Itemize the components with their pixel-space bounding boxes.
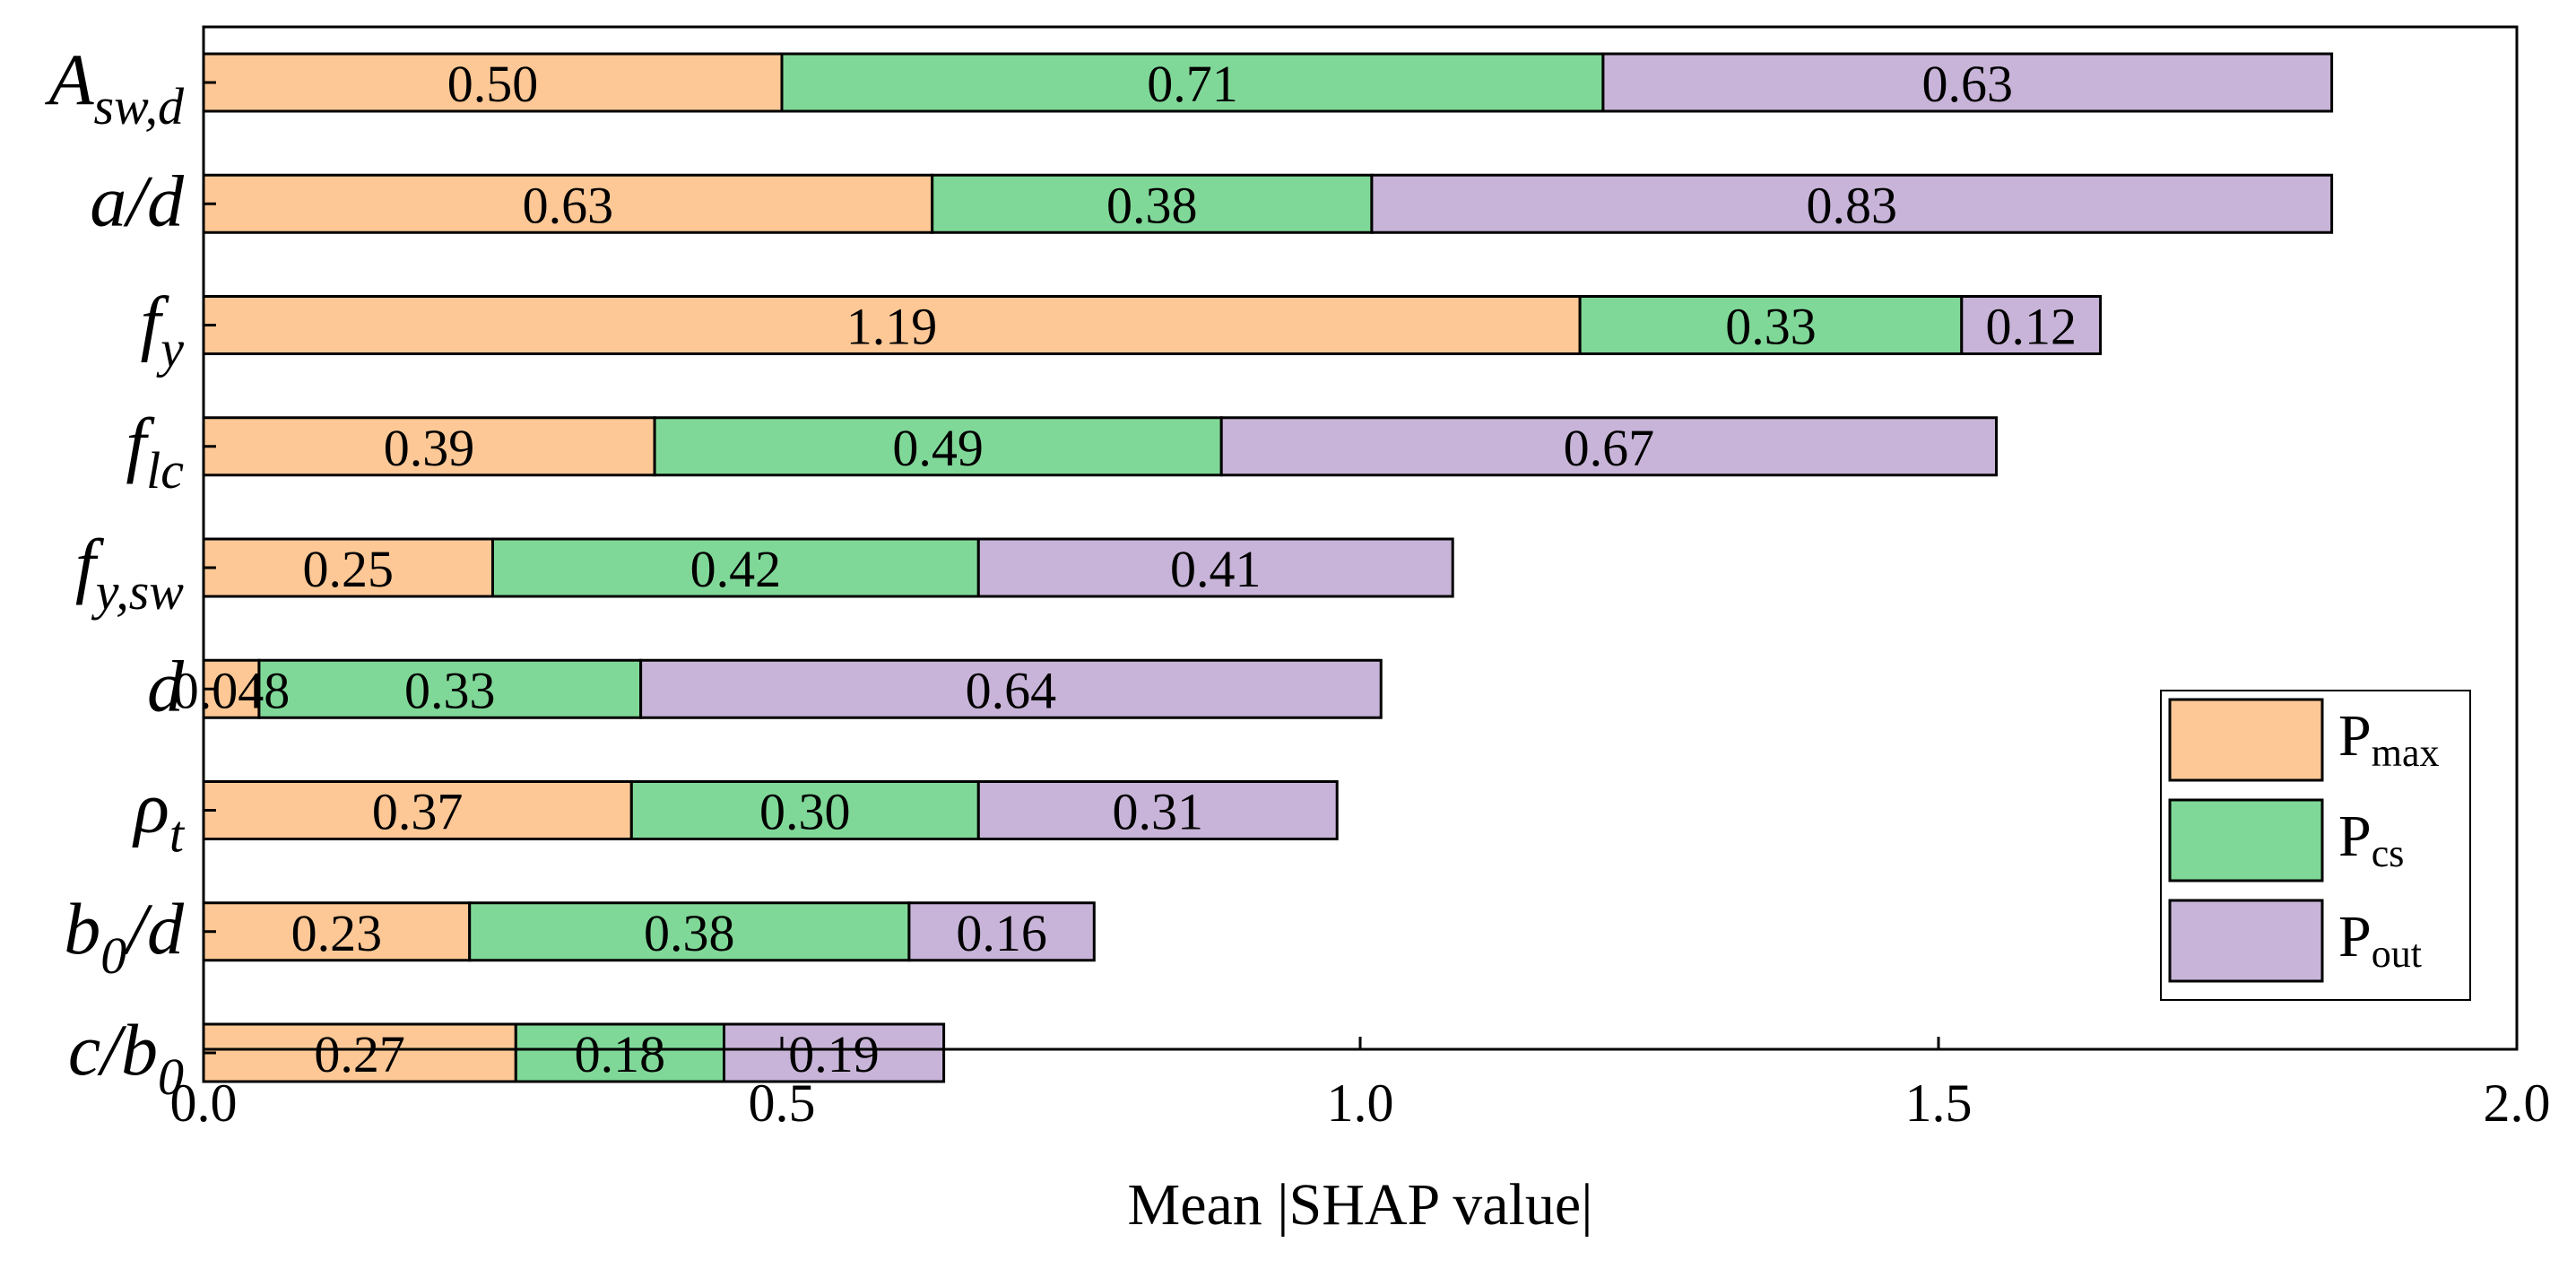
bar-label-a_d-pmax: 0.63 bbox=[523, 176, 614, 234]
y-label-base: b bbox=[64, 888, 100, 969]
legend-label-subscript: max bbox=[2372, 731, 2440, 775]
bar-label-d-pcs: 0.33 bbox=[404, 661, 496, 719]
bar-b0_d-pout bbox=[907, 901, 1096, 962]
bar-label-A_sw_d-pmax: 0.50 bbox=[447, 55, 539, 113]
bar-rho_t-pout bbox=[976, 780, 1339, 840]
bar-label-f_y_sw-pcs: 0.42 bbox=[690, 540, 782, 598]
bar-c_b0-pcs bbox=[514, 1022, 725, 1083]
bar-c_b0-pout bbox=[723, 1022, 946, 1083]
bar-f_y-pcs bbox=[1578, 295, 1964, 355]
bar-c_b0-pmax bbox=[202, 1022, 517, 1083]
y-label-subscript: y bbox=[156, 320, 184, 378]
x-tick-label: 0.5 bbox=[749, 1073, 816, 1133]
y-tick-label-rho_t: ρt bbox=[132, 767, 186, 864]
bar-label-layer: 0.50 0.71 0.63 0.63 0.38 0.83 1.19 0.33 0.12 0.39… bbox=[173, 55, 2077, 1083]
y-label-base: d bbox=[147, 645, 185, 726]
legend-swatch-pmax bbox=[2168, 698, 2324, 782]
bar-label-f_y-pcs: 0.33 bbox=[1725, 298, 1817, 356]
x-tick-label: 1.5 bbox=[1905, 1073, 1973, 1133]
y-label-subscript: 0 bbox=[158, 1047, 184, 1106]
x-tick-label: 2.0 bbox=[2484, 1073, 2551, 1133]
y-label-base: a/d bbox=[90, 160, 185, 241]
bar-a_d-pmax bbox=[202, 173, 934, 234]
y-tick-label-A_sw_d: Asw,d bbox=[44, 39, 185, 135]
bar-A_sw_d-pcs bbox=[780, 52, 1605, 113]
y-tick-label-c_b0: c/b0 bbox=[68, 1009, 184, 1106]
legend-label-subscript: cs bbox=[2372, 831, 2405, 875]
bar-label-c_b0-pmax: 0.27 bbox=[314, 1025, 405, 1083]
legend-swatch-pout bbox=[2168, 899, 2324, 983]
bar-a_d-pout bbox=[1370, 173, 2334, 234]
y-tick-label-a_d: a/d bbox=[90, 160, 185, 241]
bar-b0_d-pcs bbox=[468, 901, 911, 962]
legend-label-pout: Pout bbox=[2338, 904, 2422, 976]
y-label-subscript: 0 bbox=[100, 926, 126, 985]
legend-label-base: P bbox=[2338, 804, 2372, 869]
bar-label-b0_d-pout: 0.16 bbox=[956, 904, 1047, 962]
bar-a_d-pcs bbox=[931, 173, 1374, 234]
bar-label-A_sw_d-pcs: 0.71 bbox=[1147, 55, 1238, 113]
bar-label-rho_t-pcs: 0.30 bbox=[759, 783, 851, 841]
y-label-base: A bbox=[44, 39, 94, 120]
bar-A_sw_d-pout bbox=[1601, 52, 2334, 113]
bar-f_lc-pcs bbox=[653, 416, 1223, 477]
bar-label-f_y_sw-pout: 0.41 bbox=[1170, 540, 1262, 598]
y-tick-label-d: d bbox=[147, 645, 185, 726]
bar-label-a_d-pcs: 0.38 bbox=[1106, 176, 1198, 234]
bar-d-pout bbox=[639, 658, 1383, 719]
legend-label-base: P bbox=[2338, 904, 2372, 969]
y-label-tail: /d bbox=[123, 888, 185, 969]
bar-label-rho_t-pout: 0.31 bbox=[1113, 783, 1204, 841]
bar-f_y_sw-pout bbox=[976, 537, 1454, 598]
bar-f_y-pout bbox=[1960, 295, 2103, 355]
bar-label-f_lc-pcs: 0.49 bbox=[892, 419, 984, 477]
legend-label-pmax: Pmax bbox=[2338, 703, 2439, 775]
bar-label-d-pmax: 0.048 bbox=[173, 661, 291, 719]
x-tick-label: 0.0 bbox=[170, 1073, 238, 1133]
bar-f_lc-pout bbox=[1219, 416, 1998, 477]
bar-label-rho_t-pmax: 0.37 bbox=[372, 783, 464, 841]
bar-label-a_d-pout: 0.83 bbox=[1807, 176, 1898, 234]
bar-label-f_y-pout: 0.12 bbox=[1985, 298, 2077, 356]
bar-label-f_lc-pmax: 0.39 bbox=[384, 419, 475, 477]
y-tick-label-b0_d: b0/d bbox=[64, 888, 185, 985]
bar-label-f_y-pmax: 1.19 bbox=[846, 298, 938, 356]
legend-label-base: P bbox=[2338, 703, 2372, 769]
bar-b0_d-pmax bbox=[202, 901, 472, 962]
bar-label-A_sw_d-pout: 0.63 bbox=[1922, 55, 2014, 113]
bar-A_sw_d-pmax bbox=[202, 52, 784, 113]
bar-layer bbox=[202, 52, 2334, 1083]
y-label-base: ρ bbox=[132, 767, 169, 848]
bar-label-b0_d-pmax: 0.23 bbox=[291, 904, 383, 962]
y-label-base: c/b bbox=[68, 1009, 158, 1091]
bar-label-c_b0-pout: 0.19 bbox=[788, 1025, 880, 1083]
bar-f_y_sw-pcs bbox=[491, 537, 980, 598]
y-label-subscript: sw,d bbox=[94, 77, 185, 135]
bar-label-f_lc-pout: 0.67 bbox=[1564, 419, 1655, 477]
bar-label-b0_d-pcs: 0.38 bbox=[644, 904, 735, 962]
y-label-subscript: y,sw bbox=[91, 562, 185, 621]
x-axis-label: Mean |SHAP value| bbox=[1128, 1172, 1593, 1238]
legend-label-pcs: Pcs bbox=[2338, 804, 2404, 875]
bar-label-f_y_sw-pmax: 0.25 bbox=[303, 540, 395, 598]
x-axis-ticks: 0.0 0.5 1.0 1.5 2.0 bbox=[170, 1037, 2551, 1133]
x-tick-label: 1.0 bbox=[1327, 1073, 1394, 1133]
y-label-subscript: t bbox=[169, 805, 186, 864]
y-label-subscript: lc bbox=[146, 441, 184, 500]
bar-d-pcs bbox=[257, 658, 643, 719]
legend-label-subscript: out bbox=[2372, 932, 2422, 976]
bar-label-c_b0-pcs: 0.18 bbox=[575, 1025, 666, 1083]
legend-swatch-pcs bbox=[2168, 798, 2324, 882]
bar-label-d-pout: 0.64 bbox=[966, 661, 1057, 719]
